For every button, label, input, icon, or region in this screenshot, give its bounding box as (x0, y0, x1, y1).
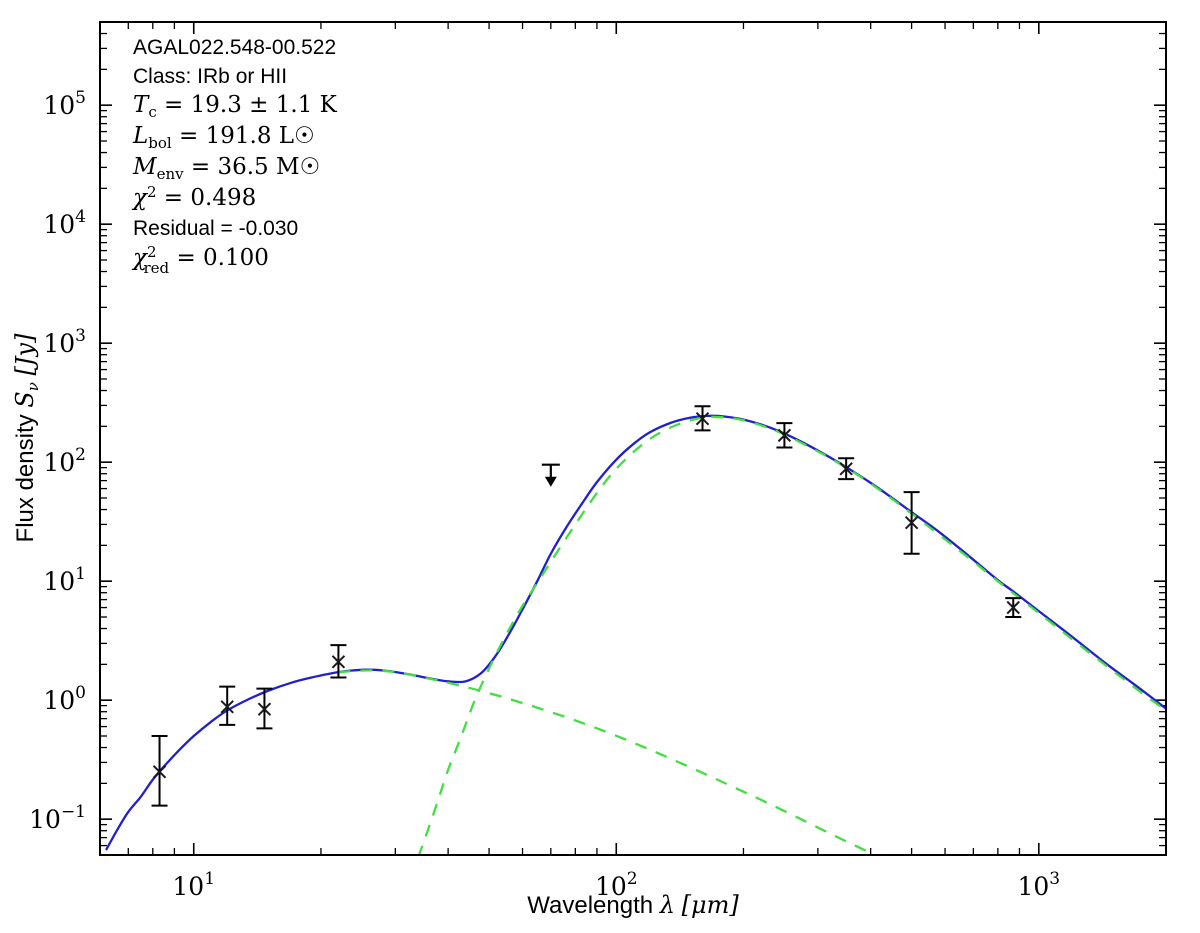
chi2-value: 0.498 (190, 185, 256, 211)
annotation-source-name: AGAL022.548-00.522 (133, 36, 336, 59)
data-point (256, 687, 273, 730)
y-tick-label: 104 (43, 207, 86, 239)
y-axis-label: Flux density Sν [Jy] (11, 333, 42, 543)
mass-symbol: M (132, 154, 158, 180)
data-point (151, 735, 168, 807)
luminosity-value: 191.8 (206, 123, 272, 149)
y-tick-label: 103 (43, 326, 86, 358)
upper-limit-arrowhead (544, 476, 557, 487)
y-tick-label: 105 (43, 88, 86, 120)
x-marker (257, 702, 272, 716)
model-component-curve (417, 415, 1166, 855)
x-tick-label: 103 (1017, 869, 1060, 901)
y-axis-label-symbol: S (11, 391, 39, 407)
temperature-value: 19.3 ± 1.1 (191, 92, 313, 118)
y-axis-label-plain: Flux density (12, 414, 39, 542)
x-marker (839, 462, 853, 476)
y-tick-label: 100 (43, 683, 86, 715)
annotation-chi2-red: χ2 red = 0.100 (131, 243, 269, 277)
chi2-red-value: 0.100 (203, 245, 269, 271)
data-point (838, 457, 855, 481)
x-tick-label: 101 (172, 869, 215, 901)
y-tick-label: 102 (43, 445, 86, 477)
chi2-symbol: χ (131, 185, 149, 211)
data-point (694, 405, 711, 432)
model-component-curve (338, 669, 872, 855)
mass-unit: M☉ (276, 154, 320, 180)
x-tick-label: 102 (595, 869, 638, 901)
data-point (776, 422, 793, 449)
luminosity-symbol: L (132, 123, 148, 149)
data-point (219, 685, 236, 726)
y-tick-label: 101 (43, 564, 86, 596)
annotation-temperature: Tc = 19.3 ± 1.1 K (133, 92, 338, 121)
data-series-layer (105, 405, 1166, 855)
x-marker (904, 515, 919, 530)
x-marker (331, 655, 346, 669)
luminosity-subscript: bol (148, 134, 172, 152)
x-axis-label-unit: [μm] (682, 891, 740, 919)
data-point (1005, 597, 1022, 618)
luminosity-unit: L☉ (279, 123, 315, 149)
temperature-subscript: c (148, 103, 156, 121)
x-marker (695, 411, 710, 426)
x-marker (777, 428, 792, 443)
annotation-class: Class: IRb or HII (133, 65, 287, 88)
y-tick-label: 10−1 (29, 802, 86, 834)
data-point (330, 644, 347, 679)
chi2-red-subscript: red (143, 259, 169, 277)
x-marker (1006, 600, 1020, 615)
annotation-chi2: χ2 = 0.498 (131, 183, 256, 211)
plot-frame (99, 21, 1167, 856)
data-point (903, 491, 920, 555)
chi2-red-symbol: χ (131, 245, 149, 271)
mass-subscript: env (157, 165, 185, 183)
y-axis-label-unit: [Jy] (11, 333, 39, 376)
y-axis-label-symbol-sub: ν (24, 382, 42, 391)
annotation-mass: Menv = 36.5 M☉ (132, 154, 320, 183)
x-marker (220, 700, 234, 714)
x-axis-label-plain: Wavelength (527, 892, 653, 919)
annotation-residual: Residual = -0.030 (133, 217, 298, 240)
x-axis-label: Wavelength λ [μm] (527, 891, 739, 919)
annotation-luminosity: Lbol = 191.8 L☉ (132, 123, 315, 152)
temperature-symbol: T (133, 92, 150, 118)
annotation-block: AGAL022.548-00.522 Class: IRb or HII Tc … (131, 36, 338, 277)
temperature-unit: K (320, 92, 338, 118)
mass-value: 36.5 (217, 154, 268, 180)
x-marker (152, 765, 167, 779)
x-axis-label-symbol: λ (659, 891, 675, 919)
upper-limit-marker (541, 463, 560, 487)
tick-labels: 101 102 103 10−1 100 101 102 103 104 105 (29, 88, 1060, 901)
